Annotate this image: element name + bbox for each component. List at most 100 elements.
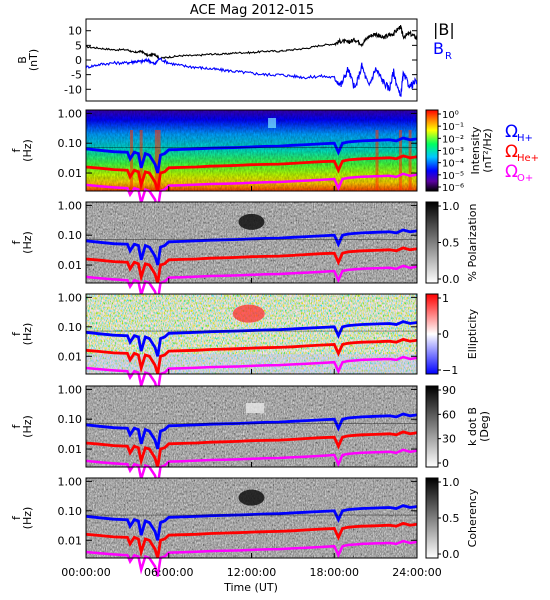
b-series-magnitude-line: [86, 24, 417, 60]
gyrofreq-line-Oplus: [85, 539, 418, 577]
b-axis-label: B(nT): [16, 49, 40, 71]
spectrogram-burst: [408, 130, 412, 191]
b-field-panel-frame: [85, 18, 418, 102]
freq-axis-label-line: f: [10, 147, 23, 152]
gyrofreq-line-Heplus: [85, 154, 418, 192]
freq-axis-label-line: (Hz): [21, 507, 34, 530]
spectrogram-burst: [130, 130, 134, 191]
legend-ion-subscript: O+: [517, 173, 533, 184]
spectrogram-burst: [398, 130, 402, 191]
colorbar-label: Coherency: [466, 488, 479, 547]
colorbar-tick-label: 10⁰: [442, 110, 459, 121]
colorbar-label: k dot B: [466, 407, 479, 446]
freq-axis-label-line: (Hz): [21, 139, 34, 162]
colorbar-tick-label: 10⁻⁶: [442, 183, 464, 194]
freq-axis-label: f(Hz): [10, 323, 34, 346]
legend-ion-symbol: Ω: [505, 142, 518, 162]
colorbar-tick-label: 10⁻³: [442, 147, 464, 158]
colorbar: [425, 109, 439, 192]
freq-ytick-label: 1.00: [58, 475, 83, 488]
colorbar-tick-label: 1.0: [442, 200, 460, 213]
freq-ytick-label: 0.01: [58, 167, 83, 180]
colorbar-tick-label: 10⁻²: [442, 134, 464, 145]
legend-b-radial-subscript: R: [445, 51, 452, 62]
freq-axis-label-line: (Hz): [21, 323, 34, 346]
colorbar-tick-label: −1: [442, 364, 458, 377]
freq-axis-label: f(Hz): [10, 231, 34, 254]
legend-ion-subscript: He+: [517, 153, 539, 164]
b-series-radial-line: [86, 56, 417, 97]
spectrogram-burst: [375, 130, 379, 191]
colorbar-tick-label: 1: [442, 292, 449, 305]
gray-texture: [86, 386, 417, 467]
time-tick-label: 00:00:00: [61, 566, 110, 579]
legend-ion-symbol: Ω: [505, 162, 518, 182]
colorbar-label: (Deg): [478, 411, 491, 442]
gyrofreq-line-Heplus: [85, 246, 418, 284]
time-tick-label: 18:00:00: [310, 566, 359, 579]
colorbar: [425, 201, 439, 284]
time-tick-label: 06:00:00: [144, 566, 193, 579]
freq-ytick-label: 0.10: [58, 137, 83, 150]
legend-b-radial: B: [433, 39, 444, 58]
gray-feature: [238, 213, 265, 230]
colorbar-tick-label: 1.0: [442, 476, 460, 489]
colorbar-tick-label: 0.5: [442, 512, 460, 525]
colorbar-tick-label: 60: [442, 408, 456, 421]
spectrogram-panel-3: 1.00 0.10 0.01 1 0 −1 Ellipticity: [58, 291, 479, 393]
colorbar-tick-label: 0.0: [442, 548, 460, 561]
gyrofreq-line-Heplus: [85, 521, 418, 559]
legend-ion-subscript: H+: [517, 133, 533, 144]
spectrogram-texture: [86, 110, 417, 191]
spectrogram-burst: [154, 130, 158, 191]
colorbar: [425, 293, 439, 375]
gyrofreq-line-Heplus: [85, 337, 418, 375]
time-axis-label: Time (UT): [223, 581, 278, 594]
freq-axis-label: f(Hz): [10, 415, 34, 438]
time-tick-label: 24:00:00: [392, 566, 441, 579]
colorbar-tick-label: 10⁻⁵: [442, 171, 464, 182]
colorbar-label: Ellipticity: [466, 308, 479, 359]
freq-ytick-label: 0.01: [58, 534, 83, 547]
gyrofreq-line-Oplus: [85, 172, 418, 210]
freq-ytick-label: 0.01: [58, 259, 83, 272]
freq-ytick-label: 0.10: [58, 321, 83, 334]
figure-title: ACE Mag 2012-015: [190, 3, 314, 18]
colorbar-tick-label: 90: [442, 384, 456, 397]
b-axis-label-line: B: [16, 56, 29, 64]
gyrofreq-line-Heplus: [85, 430, 418, 468]
kdotb-feature: [245, 402, 264, 413]
gyrofreq-line-Oplus: [85, 448, 418, 486]
time-tick-label: 12:00:00: [227, 566, 276, 579]
b-ytick-label: 0: [75, 54, 82, 67]
colorbar-tick-label: 0.5: [442, 237, 460, 250]
freq-axis-label-line: f: [10, 423, 23, 428]
legend-ion-symbol: Ω: [505, 122, 518, 142]
colorbar-tick-label: 0: [442, 457, 449, 470]
gyrofreq-line-Oplus: [85, 355, 418, 393]
freq-ytick-label: 0.10: [58, 413, 83, 426]
freq-axis-label-line: f: [10, 239, 23, 244]
colorbar-tick-label: 10⁻⁴: [442, 159, 464, 170]
freq-ytick-label: 1.00: [58, 291, 83, 304]
freq-axis-label-line: (Hz): [21, 231, 34, 254]
freq-axis-label-line: f: [10, 331, 23, 336]
spectrogram-panel-5: 1.00 0.10 0.01 1.0 0.5 0.0 Coherency: [58, 475, 479, 577]
spectrogram-panel-4: 1.00 0.10 0.01 90 60 30 0 k dot B (Deg): [58, 383, 491, 486]
gyrofreq-line-Oplus: [85, 264, 418, 302]
freq-axis-label-line: f: [10, 515, 23, 520]
freq-axis-label: f(Hz): [10, 139, 34, 162]
ellipticity-feature: [232, 304, 265, 323]
freq-axis-label: f(Hz): [10, 507, 34, 530]
spectrogram-feature: [268, 118, 277, 128]
freq-ytick-label: 1.00: [58, 199, 83, 212]
freq-axis-label-line: (Hz): [21, 415, 34, 438]
colorbar-label: % Polarization: [466, 204, 479, 282]
colorbar-label: (nT²/Hz): [481, 128, 494, 172]
b-ytick-label: -5: [71, 69, 82, 82]
freq-ytick-label: 0.10: [58, 505, 83, 518]
colorbar-tick-label: 30: [442, 433, 456, 446]
